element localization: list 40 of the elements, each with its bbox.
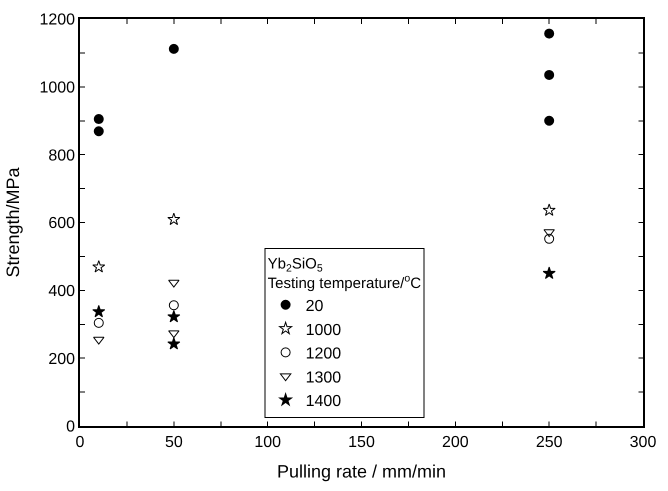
y-tick-label: 600 [48, 215, 76, 232]
y-axis-title: Strength/MPa [3, 166, 24, 278]
y-tick-label: 400 [48, 282, 76, 300]
x-tick-label: 50 [164, 434, 183, 451]
point [94, 318, 104, 328]
y-tick-label: 0 [66, 418, 76, 436]
legend-label: 20 [306, 298, 324, 315]
point [92, 304, 106, 318]
point [168, 330, 180, 338]
x-axis-title: Pulling rate / mm/min [276, 462, 446, 482]
x-tick-label: 250 [536, 434, 563, 451]
y-tick-label: 1000 [39, 79, 76, 96]
point [167, 310, 180, 322]
point [92, 260, 106, 273]
point [167, 212, 180, 226]
x-tick-label: 150 [348, 434, 375, 451]
y-tick-label: 800 [48, 147, 76, 164]
legend-label: 1000 [306, 322, 342, 339]
point [544, 234, 554, 244]
point [542, 203, 556, 216]
x-tick-label: 100 [254, 434, 282, 451]
point [544, 116, 554, 126]
point [168, 300, 179, 310]
point [168, 44, 179, 54]
point [94, 126, 104, 136]
point [94, 114, 104, 124]
point [93, 336, 104, 345]
x-tick-label: 300 [630, 434, 656, 451]
point [542, 266, 556, 279]
point [544, 28, 554, 39]
legend-title: Yb$_{2}$SiO$_{5}$ Testing temperature/$^{o}$C [268, 255, 422, 292]
y-tick-label: 200 [48, 350, 76, 368]
y-tick-label: 1200 [39, 12, 76, 29]
x-tick-label: 200 [442, 434, 469, 451]
point [167, 337, 180, 350]
legend-label: 1300 [306, 369, 342, 386]
point [544, 70, 554, 80]
point [168, 280, 180, 288]
legend-label: 1400 [306, 393, 342, 410]
legend-label: 1200 [306, 346, 342, 363]
